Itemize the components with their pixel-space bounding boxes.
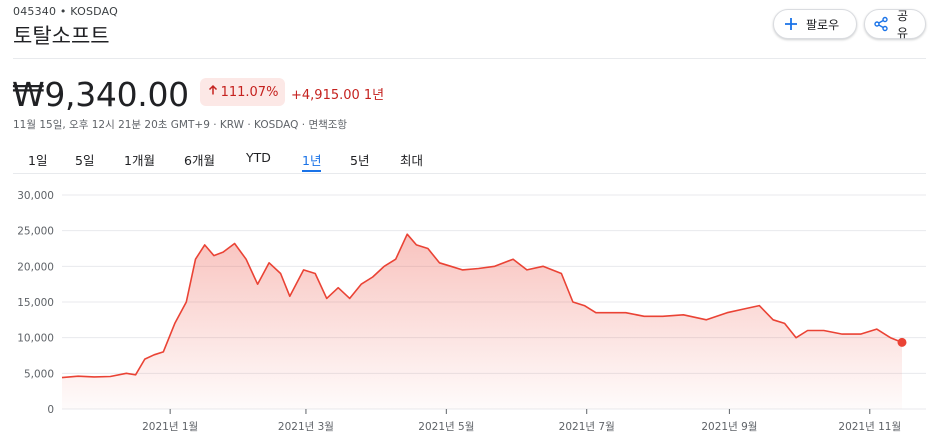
last-price-dot bbox=[897, 337, 907, 347]
change-percent: 111.07% bbox=[220, 84, 279, 100]
range-divider bbox=[13, 173, 926, 174]
share-label: 공유 bbox=[897, 9, 909, 40]
stock-name: 토탈소프트 bbox=[13, 24, 110, 48]
y-tick-label: 5,000 bbox=[24, 368, 54, 380]
y-tick-label: 30,000 bbox=[17, 190, 54, 202]
range-tab[interactable]: YTD bbox=[246, 150, 271, 165]
current-price: ₩9,340.00 bbox=[12, 75, 189, 114]
follow-label: 팔로우 bbox=[806, 17, 840, 32]
quote-meta: 11월 15일, 오후 12시 21분 20초 GMT+9 · KRW · KO… bbox=[13, 119, 348, 131]
range-tab[interactable]: 1일 bbox=[28, 153, 48, 168]
range-tab[interactable]: 5년 bbox=[350, 153, 370, 168]
arrow-up-icon bbox=[207, 84, 219, 100]
range-tab[interactable]: 1개월 bbox=[124, 153, 155, 168]
range-tab[interactable]: 최대 bbox=[400, 153, 424, 168]
range-tab-active[interactable]: 1년 bbox=[302, 150, 322, 172]
x-tick-label: 2021년 5월 bbox=[418, 421, 474, 433]
x-axis: 2021년 1월 2021년 3월 2021년 5월 2021년 7월 2021년 9월… bbox=[142, 409, 901, 433]
range-tabs: 1일 5일 1개월 6개월 YTD 1년 5년 최대 bbox=[0, 150, 929, 174]
x-tick-label: 2021년 9월 bbox=[701, 421, 757, 433]
y-tick-label: 20,000 bbox=[17, 261, 54, 273]
price-line bbox=[61, 233, 903, 379]
x-tick-label: 2021년 11월 bbox=[838, 421, 901, 433]
x-tick-label: 2021년 1월 bbox=[142, 421, 198, 433]
header-divider bbox=[13, 58, 926, 59]
ticker-label: 045340 • KOSDAQ bbox=[13, 5, 118, 18]
x-tick-label: 2021년 7월 bbox=[559, 421, 615, 433]
y-axis: 0 5,000 10,000 15,000 20,000 25,000 30,000 bbox=[17, 190, 54, 416]
y-tick-label: 25,000 bbox=[17, 226, 54, 238]
change-percent-badge: 111.07% bbox=[200, 78, 285, 106]
change-absolute: +4,915.00 1년 bbox=[291, 88, 385, 103]
follow-button[interactable]: 팔로우 bbox=[773, 9, 857, 39]
plus-icon bbox=[784, 17, 798, 31]
range-tab[interactable]: 5일 bbox=[75, 153, 95, 168]
price-chart[interactable]: 0 5,000 10,000 15,000 20,000 25,000 30,000 202… bbox=[0, 180, 929, 443]
y-tick-label: 0 bbox=[47, 404, 54, 416]
x-tick-label: 2021년 3월 bbox=[278, 421, 334, 433]
share-icon bbox=[873, 16, 889, 32]
range-tab[interactable]: 6개월 bbox=[184, 153, 215, 168]
price-area bbox=[62, 234, 902, 409]
share-button[interactable]: 공유 bbox=[864, 9, 926, 40]
y-tick-label: 10,000 bbox=[17, 333, 54, 345]
y-tick-label: 15,000 bbox=[17, 297, 54, 309]
